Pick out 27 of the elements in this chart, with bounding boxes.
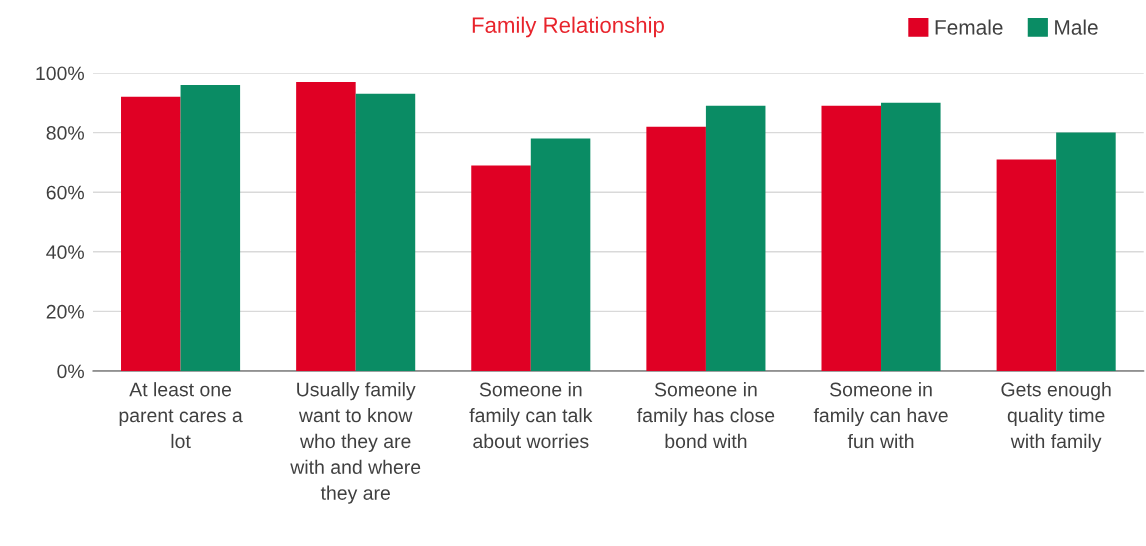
bar: [881, 102, 941, 371]
y-tick-label: 60%: [46, 185, 84, 200]
bar: [121, 96, 181, 371]
x-tick-label: Gets enough quality time with family: [1001, 382, 1111, 452]
y-tick-label: 80%: [46, 126, 84, 140]
bar: [821, 105, 882, 371]
bar: [646, 126, 706, 371]
legend-label: Female: [935, 19, 1003, 35]
y-tick-label: 100%: [36, 66, 84, 81]
bar: [1056, 132, 1116, 371]
y-tick-label: 20%: [46, 304, 84, 319]
bar: [996, 159, 1057, 371]
bar: [530, 138, 591, 371]
x-tick-label: Someone in family has close bond with: [637, 382, 775, 449]
x-tick-label: At least one parent cares a lot: [119, 382, 243, 449]
legend-label: Male: [1055, 19, 1098, 35]
x-tick-label: Someone in family can talk about worries: [469, 382, 593, 449]
y-tick-label: 40%: [46, 245, 84, 260]
x-tick-label: Someone in family can have fun with: [813, 382, 948, 449]
bar: [296, 81, 356, 371]
bar: [355, 93, 416, 371]
chart-title: Family Relationship: [472, 16, 664, 38]
x-tick-label: Usually family want to know who they are with and where they are: [290, 382, 421, 504]
bar: [705, 105, 766, 371]
y-tick-label: 0%: [57, 364, 84, 379]
bar: [180, 84, 241, 371]
bar: [471, 165, 531, 371]
